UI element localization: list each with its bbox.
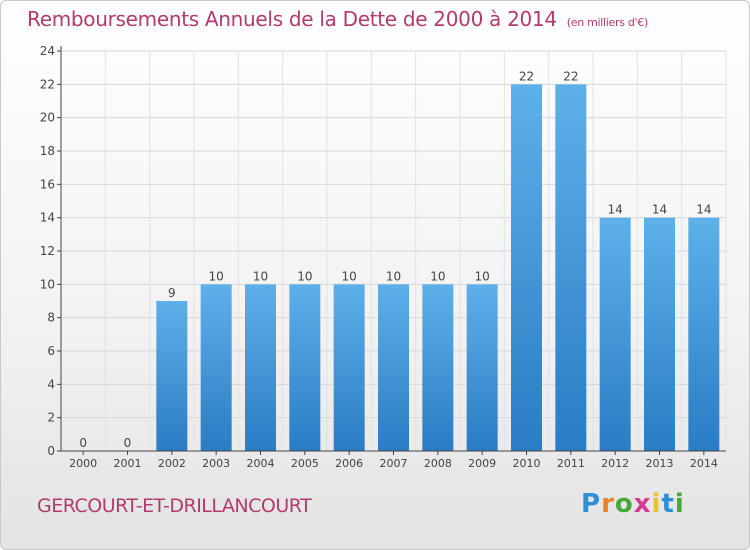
x-tick-label-2009: 2009: [468, 457, 496, 470]
value-label-2012: 14: [608, 203, 623, 217]
x-tick-label-2004: 2004: [247, 457, 275, 470]
y-tick-label: 0: [47, 444, 55, 458]
y-tick-label: 14: [40, 211, 55, 225]
value-label-2007: 10: [386, 269, 401, 283]
x-tick-label-2001: 2001: [114, 457, 142, 470]
bar-2012: [599, 217, 631, 451]
logo-letter: r: [601, 489, 615, 519]
x-tick-label-2011: 2011: [557, 457, 585, 470]
x-tick-label-2013: 2013: [646, 457, 674, 470]
value-label-2010: 22: [519, 69, 534, 83]
bar-2011: [555, 84, 587, 451]
x-tick-label-2006: 2006: [335, 457, 363, 470]
x-tick-label-2008: 2008: [424, 457, 452, 470]
y-tick-label: 2: [47, 411, 55, 425]
value-label-2002: 9: [168, 286, 176, 300]
y-tick-label: 10: [40, 277, 55, 291]
bar-2008: [422, 284, 454, 451]
x-tick-label-2012: 2012: [601, 457, 629, 470]
logo-letter: t: [661, 489, 675, 519]
y-tick-label: 8: [47, 311, 55, 325]
logo-letter: i: [651, 489, 662, 519]
y-tick-label: 16: [40, 177, 55, 191]
chart-title-text: Remboursements Annuels de la Dette de 20…: [27, 7, 557, 31]
logo-letter: o: [614, 489, 634, 519]
bar-2005: [289, 284, 321, 451]
bar-2004: [245, 284, 276, 451]
y-tick-label: 4: [47, 377, 55, 391]
y-tick-label: 12: [40, 244, 55, 258]
logo-letter: x: [633, 489, 652, 519]
value-label-2000: 0: [79, 436, 87, 450]
x-tick-label-2010: 2010: [513, 457, 541, 470]
x-tick-label-2002: 2002: [158, 457, 186, 470]
unit-label: (en milliers d'€): [566, 16, 648, 29]
value-label-2013: 14: [652, 203, 667, 217]
value-label-2004: 10: [253, 269, 268, 283]
bar-2013: [644, 217, 675, 451]
bar-2002: [156, 301, 188, 451]
x-tick-label-2007: 2007: [380, 457, 408, 470]
chart-title: Remboursements Annuels de la Dette de 20…: [27, 7, 648, 31]
x-tick-label-2014: 2014: [690, 457, 718, 470]
value-label-2009: 10: [475, 269, 490, 283]
y-tick-label: 22: [40, 77, 55, 91]
bar-2010: [511, 84, 542, 451]
bar-2006: [333, 284, 365, 451]
logo-letter: i: [674, 489, 685, 519]
value-label-2006: 10: [342, 269, 357, 283]
value-label-2011: 22: [563, 69, 578, 83]
y-tick-label: 18: [40, 144, 55, 158]
x-tick-label-2003: 2003: [202, 457, 230, 470]
x-tick-label-2005: 2005: [291, 457, 319, 470]
bar-2003: [200, 284, 232, 451]
bar-2014: [688, 217, 720, 451]
value-label-2008: 10: [430, 269, 445, 283]
value-label-2001: 0: [124, 436, 132, 450]
value-label-2003: 10: [209, 269, 224, 283]
y-tick-label: 24: [40, 44, 55, 58]
proxiti-logo: Proxiti: [581, 489, 685, 519]
x-tick-label-2000: 2000: [69, 457, 97, 470]
logo-letter: P: [581, 489, 602, 519]
y-tick-label: 20: [40, 111, 55, 125]
value-label-2014: 14: [696, 203, 711, 217]
y-tick-label: 6: [47, 344, 55, 358]
value-label-2005: 10: [297, 269, 312, 283]
commune-name: GERCOURT-ET-DRILLANCOURT: [37, 495, 312, 517]
bar-2009: [466, 284, 498, 451]
bar-2007: [378, 284, 409, 451]
